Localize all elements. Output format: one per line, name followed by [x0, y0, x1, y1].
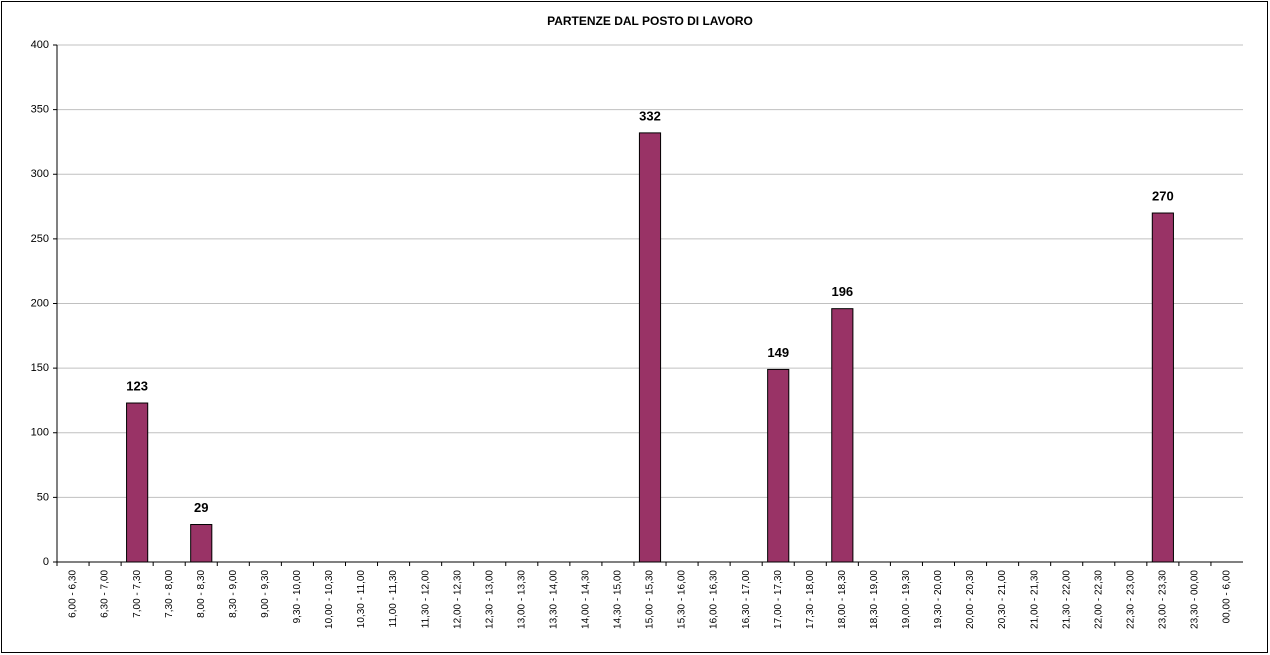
bar: [767, 368, 790, 563]
x-tick-label: 23,30 - 00,00: [1190, 570, 1201, 629]
x-tick-label: 7,30 - 8,00: [164, 570, 175, 618]
x-tick-label: 16,30 - 17,00: [741, 570, 752, 629]
data-label: 123: [126, 378, 148, 393]
x-tick-label: 00,00 - 6,00: [1222, 570, 1233, 624]
x-tick-label: 12,30 - 13,00: [484, 570, 495, 629]
x-tick-label: 17,30 - 18,00: [805, 570, 816, 629]
x-tick-label: 19,30 - 20,00: [933, 570, 944, 629]
x-tick-label: 7,00 - 7,30: [132, 570, 143, 618]
x-tick-label: 18,30 - 19,00: [869, 570, 880, 629]
y-tick-label: 350: [31, 104, 49, 116]
data-label: 270: [1152, 188, 1174, 203]
x-tick-label: 9,00 - 9,30: [260, 570, 271, 618]
y-tick-label: 150: [31, 362, 49, 374]
bar: [1151, 212, 1174, 563]
x-tick-label: 12,00 - 12,30: [452, 570, 463, 629]
data-label: 332: [639, 108, 661, 123]
x-tick-label: 21,00 - 21,30: [1029, 570, 1040, 629]
chart-title: PARTENZE DAL POSTO DI LAVORO: [547, 14, 753, 28]
bar: [638, 132, 662, 563]
x-tick-label: 21,30 - 22,00: [1061, 570, 1072, 629]
x-tick-label: 23,00 - 23,30: [1158, 570, 1169, 629]
y-tick-label: 100: [31, 427, 49, 439]
x-tick-label: 18,00 - 18,30: [837, 570, 848, 629]
x-tick-label: 14,00 - 14,30: [581, 570, 592, 629]
data-label: 149: [767, 345, 789, 360]
y-tick-label: 200: [31, 297, 49, 309]
y-tick-label: 0: [43, 556, 49, 568]
y-tick-label: 300: [31, 168, 49, 180]
x-tick-label: 20,30 - 21,00: [997, 570, 1008, 629]
x-tick-label: 11,00 - 11,30: [388, 570, 399, 628]
x-tick-label: 20,00 - 20,30: [965, 570, 976, 629]
data-label: 29: [194, 500, 208, 515]
x-tick-label: 11,30 - 12,00: [420, 570, 431, 629]
bar: [126, 402, 149, 563]
bar: [190, 524, 213, 563]
x-tick-label: 9,30 - 10,00: [292, 570, 303, 624]
x-tick-label: 19,00 - 19,30: [901, 570, 912, 629]
x-tick-label: 16,00 - 16,30: [709, 570, 720, 629]
x-tick-label: 8,30 - 9,00: [228, 570, 239, 618]
y-tick-label: 250: [31, 233, 49, 245]
x-tick-label: 10,30 - 11,00: [356, 570, 367, 629]
bar: [831, 308, 854, 563]
x-tick-label: 6,30 - 7,00: [100, 570, 111, 618]
y-tick-label: 50: [37, 491, 49, 503]
x-tick-label: 17,00 - 17,30: [773, 570, 784, 629]
x-tick-label: 15,00 - 15,30: [645, 570, 656, 629]
y-tick-label: 400: [31, 39, 49, 51]
x-tick-label: 10,00 - 10,30: [324, 570, 335, 629]
x-tick-label: 14,30 - 15,00: [613, 570, 624, 629]
x-tick-label: 13,00 - 13,30: [516, 570, 527, 629]
x-tick-label: 15,30 - 16,00: [677, 570, 688, 629]
x-tick-label: 8,00 - 8,30: [196, 570, 207, 618]
data-label: 196: [831, 284, 853, 299]
x-tick-label: 13,30 - 14,00: [548, 570, 559, 629]
x-tick-label: 6,00 - 6,30: [68, 570, 79, 618]
x-tick-label: 22,30 - 23,00: [1125, 570, 1136, 629]
x-tick-label: 22,00 - 22,30: [1093, 570, 1104, 629]
